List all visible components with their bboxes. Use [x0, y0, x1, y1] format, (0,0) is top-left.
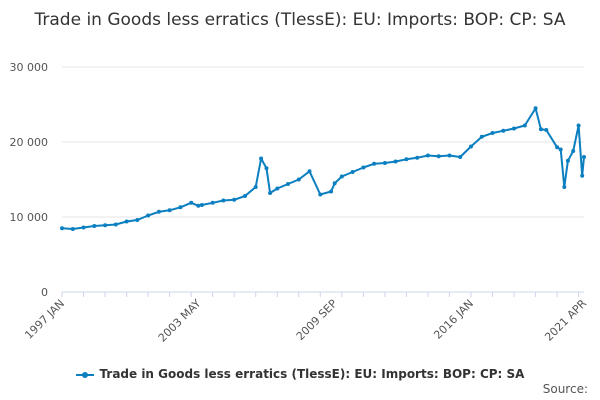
x-axis: 1997 JAN 2003 MAY 2009 SEP 2016 JAN 2021 APR — [22, 291, 589, 345]
data-point[interactable] — [415, 155, 420, 160]
series-layer — [60, 106, 586, 231]
data-point[interactable] — [490, 131, 495, 135]
data-point[interactable] — [199, 203, 204, 207]
data-point[interactable] — [544, 128, 549, 132]
data-point[interactable] — [113, 222, 118, 227]
data-point[interactable] — [393, 159, 398, 164]
data-point[interactable] — [555, 145, 560, 150]
data-point[interactable] — [576, 123, 581, 128]
y-tick-label: 30 000 — [10, 61, 49, 74]
data-point[interactable] — [70, 227, 75, 231]
data-point[interactable] — [436, 154, 441, 159]
legend[interactable]: Trade in Goods less erratics (TlessE): E… — [0, 367, 600, 381]
data-point[interactable] — [522, 123, 527, 128]
data-point[interactable] — [286, 182, 290, 186]
data-point[interactable] — [382, 161, 387, 165]
y-tick-label: 10 000 — [10, 211, 49, 224]
data-point[interactable] — [469, 144, 473, 149]
data-point[interactable] — [275, 186, 280, 191]
data-point[interactable] — [558, 147, 563, 152]
data-point[interactable] — [178, 205, 183, 210]
data-point[interactable] — [135, 218, 140, 222]
data-point[interactable] — [146, 213, 151, 218]
data-point[interactable] — [103, 223, 108, 228]
data-point[interactable] — [404, 157, 409, 162]
data-point[interactable] — [533, 106, 538, 111]
data-point[interactable] — [253, 185, 258, 189]
series-line — [61, 107, 585, 230]
data-point[interactable] — [479, 134, 484, 139]
data-point[interactable] — [296, 177, 301, 182]
data-point[interactable] — [243, 194, 247, 198]
data-point[interactable] — [565, 158, 570, 163]
data-point[interactable] — [60, 226, 64, 231]
y-tick-label: 20 000 — [10, 136, 49, 149]
legend-label: Trade in Goods less erratics (TlessE): E… — [99, 367, 525, 381]
data-point[interactable] — [582, 155, 586, 159]
data-point[interactable] — [318, 192, 323, 197]
data-point[interactable] — [92, 224, 97, 228]
data-point[interactable] — [350, 170, 355, 174]
data-point[interactable] — [259, 156, 264, 161]
data-point[interactable] — [232, 197, 237, 202]
data-point[interactable] — [372, 161, 377, 166]
x-tick-label: 2003 MAY — [156, 297, 204, 345]
data-point[interactable] — [81, 225, 86, 230]
y-axis: 0 10 000 20 000 30 000 — [10, 61, 49, 299]
data-point[interactable] — [124, 219, 129, 224]
data-point[interactable] — [571, 149, 576, 153]
data-point[interactable] — [189, 200, 194, 205]
data-point[interactable] — [580, 173, 585, 178]
x-tick-label: 2021 APR — [542, 297, 589, 344]
data-point[interactable] — [196, 203, 201, 208]
x-tick-label: 1997 JAN — [22, 297, 67, 342]
data-point[interactable] — [329, 189, 334, 194]
data-point[interactable] — [447, 153, 452, 158]
data-point[interactable] — [501, 128, 506, 133]
data-point[interactable] — [167, 208, 172, 213]
data-point[interactable] — [264, 166, 269, 171]
x-tick-label: 2009 SEP — [294, 297, 340, 343]
data-point[interactable] — [458, 155, 463, 159]
data-point[interactable] — [339, 174, 344, 179]
chart-title: Trade in Goods less erratics (TlessE): E… — [34, 10, 566, 30]
data-point[interactable] — [221, 198, 226, 203]
x-tick-label: 2016 JAN — [431, 297, 476, 342]
source-label: Source: — [542, 382, 588, 396]
data-point[interactable] — [512, 126, 516, 131]
data-point[interactable] — [538, 127, 543, 132]
legend-swatch-icon — [75, 371, 94, 378]
data-point[interactable] — [210, 200, 215, 205]
data-point[interactable] — [268, 191, 273, 195]
data-point[interactable] — [562, 185, 567, 189]
data-point[interactable] — [332, 181, 337, 186]
data-point[interactable] — [307, 169, 312, 174]
y-tick-label: 0 — [41, 286, 48, 299]
data-point[interactable] — [361, 165, 366, 170]
data-point[interactable] — [425, 153, 430, 158]
data-point[interactable] — [156, 209, 161, 214]
